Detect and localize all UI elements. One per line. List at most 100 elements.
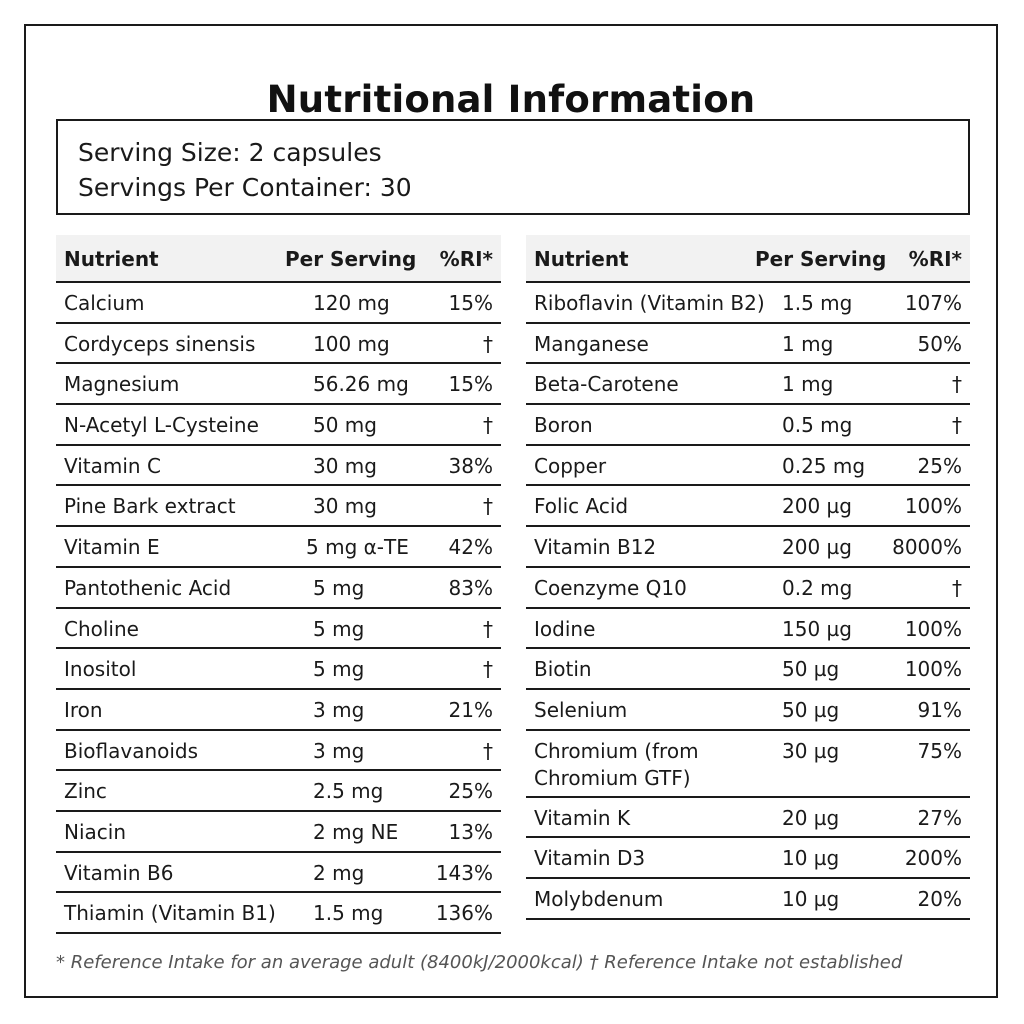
nutrient-ri: 100% [904,494,962,519]
nutrient-ri: 25% [448,779,493,804]
nutrient-name: N-Acetyl L-Cysteine [64,413,259,438]
nutrient-amount: 200 µg [782,535,852,560]
table-row: Bioflavanoids 3 mg † [56,731,501,772]
nutrient-table-right: Nutrient Per Serving %RI* Riboflavin (Vi… [526,235,970,920]
table-header: Nutrient Per Serving %RI* [526,235,970,283]
servings-per-container: Servings Per Container: 30 [78,173,412,202]
nutrient-ri: 27% [917,805,962,830]
nutrient-amount: 2 mg [313,860,365,885]
nutrient-amount: 150 µg [782,616,852,641]
nutrient-ri: 38% [448,453,493,478]
table-row: Folic Acid 200 µg 100% [526,486,970,528]
nutrient-amount: 0.5 mg [782,413,853,438]
nutrient-ri: 15% [448,291,493,315]
table-row: Vitamin B6 2 mg 143% [56,853,501,894]
nutrient-amount: 30 µg [782,738,840,763]
nutrient-ri: 15% [448,372,493,397]
nutrient-ri: † [952,575,962,600]
nutrient-name: Inositol [64,657,137,682]
nutrient-amount: 10 µg [782,846,840,871]
nutrient-amount: 120 mg [313,291,390,315]
header-ri: %RI* [908,247,962,271]
nutrient-amount: 5 mg [313,657,365,682]
nutrient-ri: † [952,372,962,397]
nutrient-ri: † [952,413,962,438]
table-row: N-Acetyl L-Cysteine 50 mg † [56,405,501,446]
nutrient-name: Vitamin D3 [534,846,646,871]
nutrient-amount: 50 µg [782,697,840,722]
nutrition-panel: Nutritional Information Serving Size: 2 … [24,24,998,998]
nutrient-name: Beta-Carotene [534,372,679,397]
nutrient-table-left: Nutrient Per Serving %RI* Calcium 120 mg 1… [56,235,501,934]
footnote: * Reference Intake for an average adult … [56,952,903,973]
nutrient-name: Molybdenum [534,886,664,911]
nutrient-name: Calcium [64,291,145,315]
serving-info-box: Serving Size: 2 capsules Servings Per Co… [56,119,970,215]
nutrient-name: Magnesium [64,372,180,397]
nutrient-name: Manganese [534,331,649,356]
nutrient-amount: 50 µg [782,657,840,682]
table-row: Vitamin C 30 mg 38% [56,446,501,487]
table-row: Iron 3 mg 21% [56,690,501,731]
nutrient-amount: 50 mg [313,413,377,438]
nutrient-name: Vitamin K [534,805,631,830]
nutrient-ri: 143% [435,860,493,885]
header-per-serving: Per Serving [755,247,887,271]
nutrient-name: Iodine [534,616,596,641]
table-row: Inositol 5 mg † [56,649,501,690]
nutrient-name: Vitamin B6 [64,860,174,885]
nutrient-name: Pantothenic Acid [64,575,232,600]
nutrient-amount: 20 µg [782,805,840,830]
nutrient-ri: 42% [448,535,493,560]
nutrient-amount: 1 mg [782,372,834,397]
nutrient-amount: 1.5 mg [782,291,853,315]
nutrient-ri: 25% [917,453,962,478]
nutrient-amount: 2.5 mg [313,779,384,804]
nutrient-ri: 21% [448,697,493,722]
nutrient-ri: 91% [917,697,962,722]
nutrient-amount: 1.5 mg [313,901,384,926]
serving-size: Serving Size: 2 capsules [78,138,382,167]
nutrient-amount: 200 µg [782,494,852,519]
table-header: Nutrient Per Serving %RI* [56,235,501,283]
table-row: Vitamin K 20 µg 27% [526,798,970,839]
nutrient-name: Thiamin (Vitamin B1) [64,901,276,926]
nutrient-name: Pine Bark extract [64,494,236,519]
table-row: Chromium (from Chromium GTF) 30 µg 75% [526,731,970,798]
nutrient-amount: 1 mg [782,331,834,356]
nutrient-amount: 30 mg [313,494,377,519]
header-ri: %RI* [439,247,493,271]
nutrient-name: Bioflavanoids [64,738,199,763]
nutrient-name: Selenium [534,697,628,722]
nutrient-name: Coenzyme Q10 [534,575,687,600]
table-row: Selenium 50 µg 91% [526,690,970,731]
nutrient-amount: 2 mg NE [313,819,399,844]
nutrient-ri: 100% [904,657,962,682]
nutrient-ri: † [483,738,493,763]
nutrient-amount: 3 mg [313,738,365,763]
nutrient-amount: 5 mg [313,616,365,641]
nutrient-ri: 200% [904,846,962,871]
header-nutrient: Nutrient [534,247,629,271]
nutrient-ri: 8000% [892,535,962,560]
table-row: Magnesium 56.26 mg 15% [56,364,501,406]
nutrient-ri: 100% [904,616,962,641]
page-title: Nutritional Information [266,78,756,121]
nutrient-amount: 10 µg [782,886,840,911]
table-row: Choline 5 mg † [56,609,501,650]
nutrient-amount: 56.26 mg [313,372,409,397]
table-row: Manganese 1 mg 50% [526,324,970,365]
table-row: Coenzyme Q10 0.2 mg † [526,568,970,609]
table-row: Riboflavin (Vitamin B2) 1.5 mg 107% [526,283,970,324]
table-row: Boron 0.5 mg † [526,405,970,446]
header-nutrient: Nutrient [64,247,159,271]
table-row: Vitamin B12 200 µg 8000% [526,527,970,568]
table-body: Riboflavin (Vitamin B2) 1.5 mg 107% Mangane… [526,283,970,920]
table-row: Pantothenic Acid 5 mg 83% [56,568,501,609]
nutrient-name: Iron [64,697,103,722]
nutrient-name: Folic Acid [534,494,629,519]
table-row: Calcium 120 mg 15% [56,283,501,324]
nutrient-name: Zinc [64,779,107,804]
table-row: Iodine 150 µg 100% [526,609,970,650]
nutrient-name: Vitamin B12 [534,535,657,560]
